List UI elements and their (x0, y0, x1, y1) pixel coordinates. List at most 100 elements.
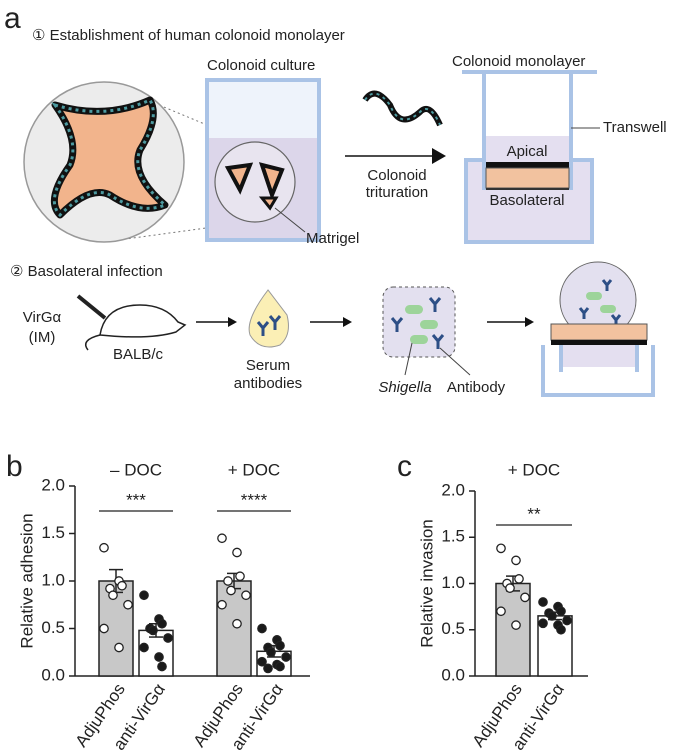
serum-drop (248, 289, 289, 348)
data-point (514, 574, 524, 584)
arrow-head (432, 148, 446, 164)
data-point (154, 652, 164, 662)
data-point (139, 590, 149, 601)
data-point (223, 576, 233, 586)
significance-label: ** (527, 504, 541, 523)
data-point (275, 640, 285, 651)
data-point (99, 542, 109, 553)
data-point (241, 590, 251, 601)
cell-layer (550, 323, 648, 341)
outer-well (541, 345, 655, 397)
antibody-icon (390, 297, 445, 349)
immunization-label: (IM) (29, 329, 56, 346)
immunization-label: VirGα (23, 309, 62, 326)
y-tick-label: 1.5 (441, 527, 465, 546)
bacterium (600, 305, 616, 313)
data-point (257, 623, 267, 634)
panel-label: b (6, 450, 23, 483)
antibody-icon (578, 279, 622, 326)
organoid (50, 96, 169, 219)
significance-label: **** (241, 490, 268, 509)
fragment-cells (364, 92, 441, 126)
y-tick-label: 1.0 (441, 573, 465, 592)
syringe (76, 294, 107, 320)
data-point (538, 618, 548, 629)
antibody-icon (256, 315, 282, 336)
data-point (148, 625, 158, 636)
mouse-label: BALB/c (113, 346, 164, 363)
data-point (217, 599, 227, 610)
pointer (404, 342, 413, 376)
y-tick-label: 1.0 (41, 570, 65, 589)
brush-border (486, 162, 569, 168)
data-point (163, 633, 173, 643)
data-point (217, 533, 227, 544)
data-point (556, 606, 566, 617)
mouse-tail (85, 334, 101, 351)
arrow-head (343, 317, 352, 327)
transwell-label: Transwell (603, 119, 667, 136)
y-axis-label: Relative invasion (417, 519, 436, 648)
data-point (123, 599, 133, 610)
data-point (117, 580, 127, 591)
pointer (439, 347, 471, 376)
data-point (139, 642, 149, 653)
basolateral-label: Basolateral (489, 192, 564, 209)
y-tick-label: 0.5 (41, 618, 65, 637)
y-tick-label: 2.0 (41, 475, 65, 494)
trituration-label: Colonoid (367, 167, 426, 184)
serum-label: antibodies (234, 375, 302, 392)
monolayer-label: Colonoid monolayer (452, 53, 585, 70)
data-point (263, 663, 273, 674)
data-point (275, 661, 285, 672)
data-point (511, 555, 521, 566)
cell-layer (485, 167, 570, 189)
significance-label: *** (126, 490, 146, 509)
y-tick-label: 0.5 (441, 619, 465, 638)
brush-border (551, 340, 647, 345)
group-label: + DOC (228, 460, 280, 479)
data-point (99, 623, 109, 634)
bacterium (586, 292, 602, 300)
y-tick-label: 0.0 (41, 665, 65, 684)
data-point (232, 547, 242, 558)
fragment (362, 90, 443, 127)
organoid-small (258, 162, 285, 201)
data-point (114, 642, 124, 653)
organoid-small (258, 196, 279, 211)
apical-medium (486, 136, 569, 166)
panel-label: a (4, 2, 21, 35)
antibody-label: Antibody (447, 379, 506, 396)
group-label: + DOC (508, 460, 560, 479)
trituration-label: trituration (366, 184, 429, 201)
y-tick-label: 1.5 (41, 523, 65, 542)
data-point (281, 652, 291, 662)
data-point (520, 592, 530, 603)
pointer (274, 207, 306, 233)
y-tick-label: 2.0 (441, 480, 465, 499)
data-point (496, 606, 506, 617)
bacterium (420, 320, 438, 329)
data-point (538, 597, 548, 607)
group-label: – DOC (110, 460, 162, 479)
step-title: ② Basolateral infection (10, 263, 163, 280)
arrow-head (228, 317, 237, 327)
matrigel-dome (214, 141, 296, 223)
data-point (226, 585, 236, 596)
culture-label: Colonoid culture (207, 57, 315, 74)
panel-label: c (397, 450, 412, 483)
data-point (232, 618, 242, 629)
step-title: ① Establishment of human colonoid monola… (32, 27, 345, 44)
y-axis-label: Relative adhesion (17, 513, 36, 648)
organoid-small (224, 162, 254, 195)
y-tick-label: 0.0 (441, 665, 465, 684)
panel-a: a ① Establishment of human colonoid mono… (4, 2, 667, 397)
data-point (562, 615, 572, 626)
data-point (496, 543, 506, 554)
data-point (547, 611, 557, 621)
arrow-head (525, 317, 534, 327)
matrigel-label: Matrigel (306, 230, 359, 247)
data-point (511, 620, 521, 630)
shigella-label: Shigella (378, 379, 431, 396)
data-point (556, 624, 566, 635)
